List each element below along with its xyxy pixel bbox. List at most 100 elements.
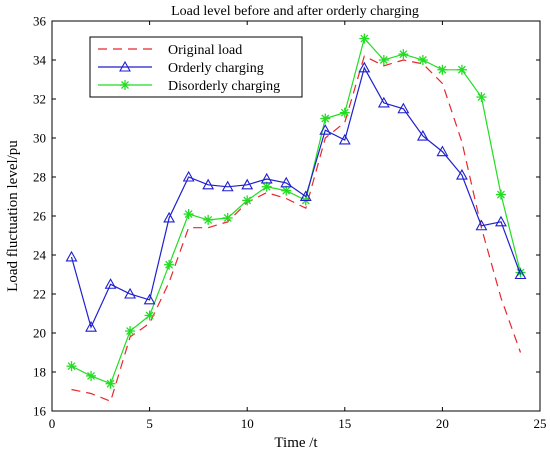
series-line-original-load xyxy=(71,55,522,403)
star-marker-stroke xyxy=(184,210,193,219)
legend-entry-original-load: Original load xyxy=(98,43,242,58)
triangle-marker xyxy=(241,178,254,190)
y-tick-label: 20 xyxy=(33,326,46,341)
star-marker xyxy=(398,49,409,60)
star-marker xyxy=(359,33,370,44)
star-marker-stroke xyxy=(262,182,271,191)
star-marker-stroke xyxy=(282,186,291,195)
triangle-marker xyxy=(221,180,234,192)
series-orderly-charging xyxy=(65,61,527,332)
star-marker-stroke xyxy=(145,311,154,320)
legend-entry-orderly-charging: Orderly charging xyxy=(98,60,264,76)
y-tick-label: 16 xyxy=(33,404,47,419)
star-marker-stroke xyxy=(204,215,213,224)
legend-label: Original load xyxy=(168,43,242,58)
star-marker-stroke xyxy=(106,379,115,388)
star-marker xyxy=(183,209,194,220)
star-marker xyxy=(456,64,467,75)
y-tick-label: 24 xyxy=(33,248,47,263)
star-marker xyxy=(144,310,155,321)
star-marker-stroke xyxy=(497,190,505,199)
triangle-marker xyxy=(377,96,390,108)
triangle-marker xyxy=(124,287,137,299)
triangle-marker xyxy=(338,133,351,145)
star-marker-stroke xyxy=(87,371,95,380)
y-axis: 16 18 20 22 24 26 28 30 32 34 36 xyxy=(33,14,540,419)
legend-label: Orderly charging xyxy=(168,61,264,76)
star-marker-stroke xyxy=(121,81,129,89)
x-axis: 0 5 10 15 20 25 xyxy=(49,21,547,431)
star-marker xyxy=(476,92,487,103)
x-tick-label: 15 xyxy=(338,416,351,431)
x-tick-label: 5 xyxy=(146,416,153,431)
series-original-load xyxy=(71,55,522,403)
star-marker-stroke xyxy=(457,65,466,74)
triangle-marker xyxy=(104,278,117,289)
star-marker xyxy=(495,189,506,200)
star-marker-stroke xyxy=(126,327,135,336)
star-marker xyxy=(86,370,97,381)
triangle-marker xyxy=(416,129,429,141)
triangle-marker xyxy=(202,178,215,190)
x-tick-label: 25 xyxy=(534,416,547,431)
star-marker-stroke xyxy=(477,93,486,102)
triangle-marker xyxy=(455,168,468,180)
star-marker xyxy=(203,214,214,225)
series-disorderly-charging xyxy=(66,33,526,389)
triangle-marker xyxy=(436,145,449,157)
y-tick-label: 26 xyxy=(33,209,47,224)
y-tick-label: 36 xyxy=(33,14,47,29)
star-marker-stroke xyxy=(321,114,330,123)
star-marker xyxy=(164,259,175,270)
star-marker xyxy=(242,195,253,206)
star-marker-stroke xyxy=(360,34,369,43)
y-tick-label: 32 xyxy=(33,92,46,107)
star-marker-stroke xyxy=(67,362,76,371)
triangle-marker xyxy=(495,215,507,227)
star-marker-stroke xyxy=(243,196,252,205)
y-tick-label: 28 xyxy=(33,170,46,185)
x-tick-label: 10 xyxy=(241,416,254,431)
y-tick-label: 30 xyxy=(33,131,46,146)
star-marker xyxy=(105,378,116,389)
star-marker-stroke xyxy=(438,65,447,74)
triangle-marker xyxy=(299,190,312,202)
x-axis-label: Time /t xyxy=(274,435,318,451)
star-marker-stroke xyxy=(223,213,232,222)
triangle-marker xyxy=(143,293,156,305)
star-marker xyxy=(222,212,233,223)
y-tick-label: 18 xyxy=(33,365,46,380)
chart-title: Load level before and after orderly char… xyxy=(171,4,419,19)
y-tick-label: 34 xyxy=(33,53,47,68)
star-marker xyxy=(437,64,448,75)
legend-label: Disorderly charging xyxy=(168,79,280,94)
y-tick-label: 22 xyxy=(33,287,46,302)
star-marker xyxy=(378,55,389,65)
legend-entry-disorderly-charging: Disorderly charging xyxy=(98,79,280,94)
star-marker-stroke xyxy=(418,56,427,64)
triangle-marker xyxy=(475,219,488,231)
triangle-marker xyxy=(65,250,78,262)
star-marker-stroke xyxy=(340,108,349,117)
star-marker xyxy=(261,181,272,192)
star-marker xyxy=(417,55,428,65)
star-marker-stroke xyxy=(165,260,174,269)
star-marker xyxy=(320,113,331,124)
series-layer xyxy=(65,33,527,403)
star-marker-stroke xyxy=(516,268,525,277)
x-tick-label: 0 xyxy=(49,416,56,431)
triangle-marker xyxy=(280,176,293,188)
triangle-marker xyxy=(397,102,410,114)
y-axis-label: Load fluctuation level/pu xyxy=(5,140,21,292)
legend: Original load Orderly charging Disorderly … xyxy=(89,36,303,98)
triangle-marker xyxy=(85,321,97,332)
triangle-marker xyxy=(182,170,195,182)
x-tick-label: 20 xyxy=(436,416,449,431)
triangle-marker xyxy=(163,211,176,223)
star-marker xyxy=(339,107,350,118)
star-marker-stroke xyxy=(379,56,388,64)
triangle-marker xyxy=(260,172,273,184)
triangle-marker xyxy=(358,61,371,73)
star-marker xyxy=(120,80,130,90)
